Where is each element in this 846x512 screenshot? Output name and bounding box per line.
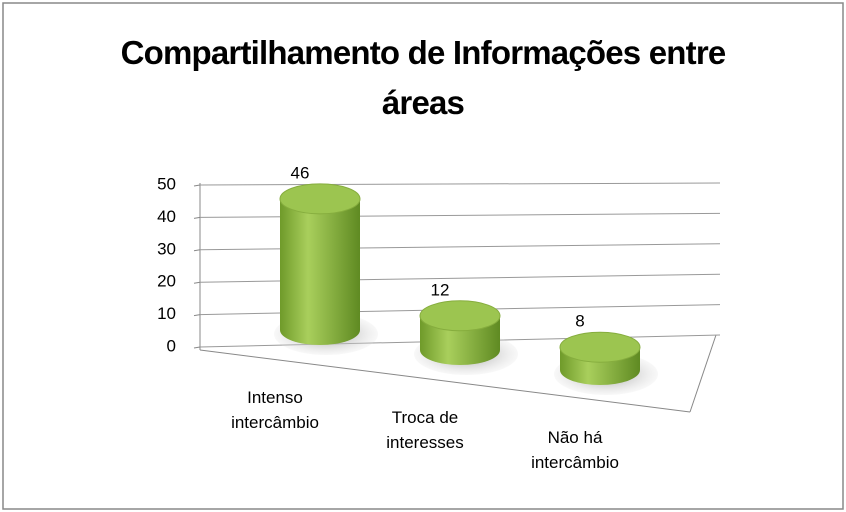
bar-top xyxy=(279,183,361,215)
value-label: 46 xyxy=(291,163,310,182)
y-tick xyxy=(193,314,201,317)
y-tick xyxy=(193,184,201,187)
grid-line xyxy=(199,212,721,218)
grid-line xyxy=(199,243,721,251)
grid-line xyxy=(199,273,721,283)
y-tick xyxy=(193,249,201,252)
x-tick-label: Não há intercâmbio xyxy=(531,428,619,472)
y-tick xyxy=(193,281,201,284)
chart-title: Compartilhamento de Informações entre ár… xyxy=(120,34,727,121)
x-tick-label: Intenso intercâmbio xyxy=(231,388,319,432)
y-tick-label: 10 xyxy=(157,304,176,323)
y-tick-label: 50 xyxy=(157,174,176,193)
value-label: 8 xyxy=(575,312,584,331)
floor-front xyxy=(199,349,691,413)
grid-line xyxy=(199,182,721,186)
bar-top xyxy=(559,331,641,363)
y-tick-label: 20 xyxy=(157,272,176,291)
bar xyxy=(280,198,360,345)
value-label: 12 xyxy=(431,280,450,299)
y-tick xyxy=(193,216,201,219)
y-tick-label: 0 xyxy=(167,336,176,355)
y-tick xyxy=(193,346,201,349)
y-tick-label: 40 xyxy=(157,207,176,226)
x-tick-label: Troca de interesses xyxy=(386,408,464,452)
floor-right xyxy=(689,334,717,413)
bar-top xyxy=(419,300,501,332)
y-tick-label: 30 xyxy=(157,239,176,258)
